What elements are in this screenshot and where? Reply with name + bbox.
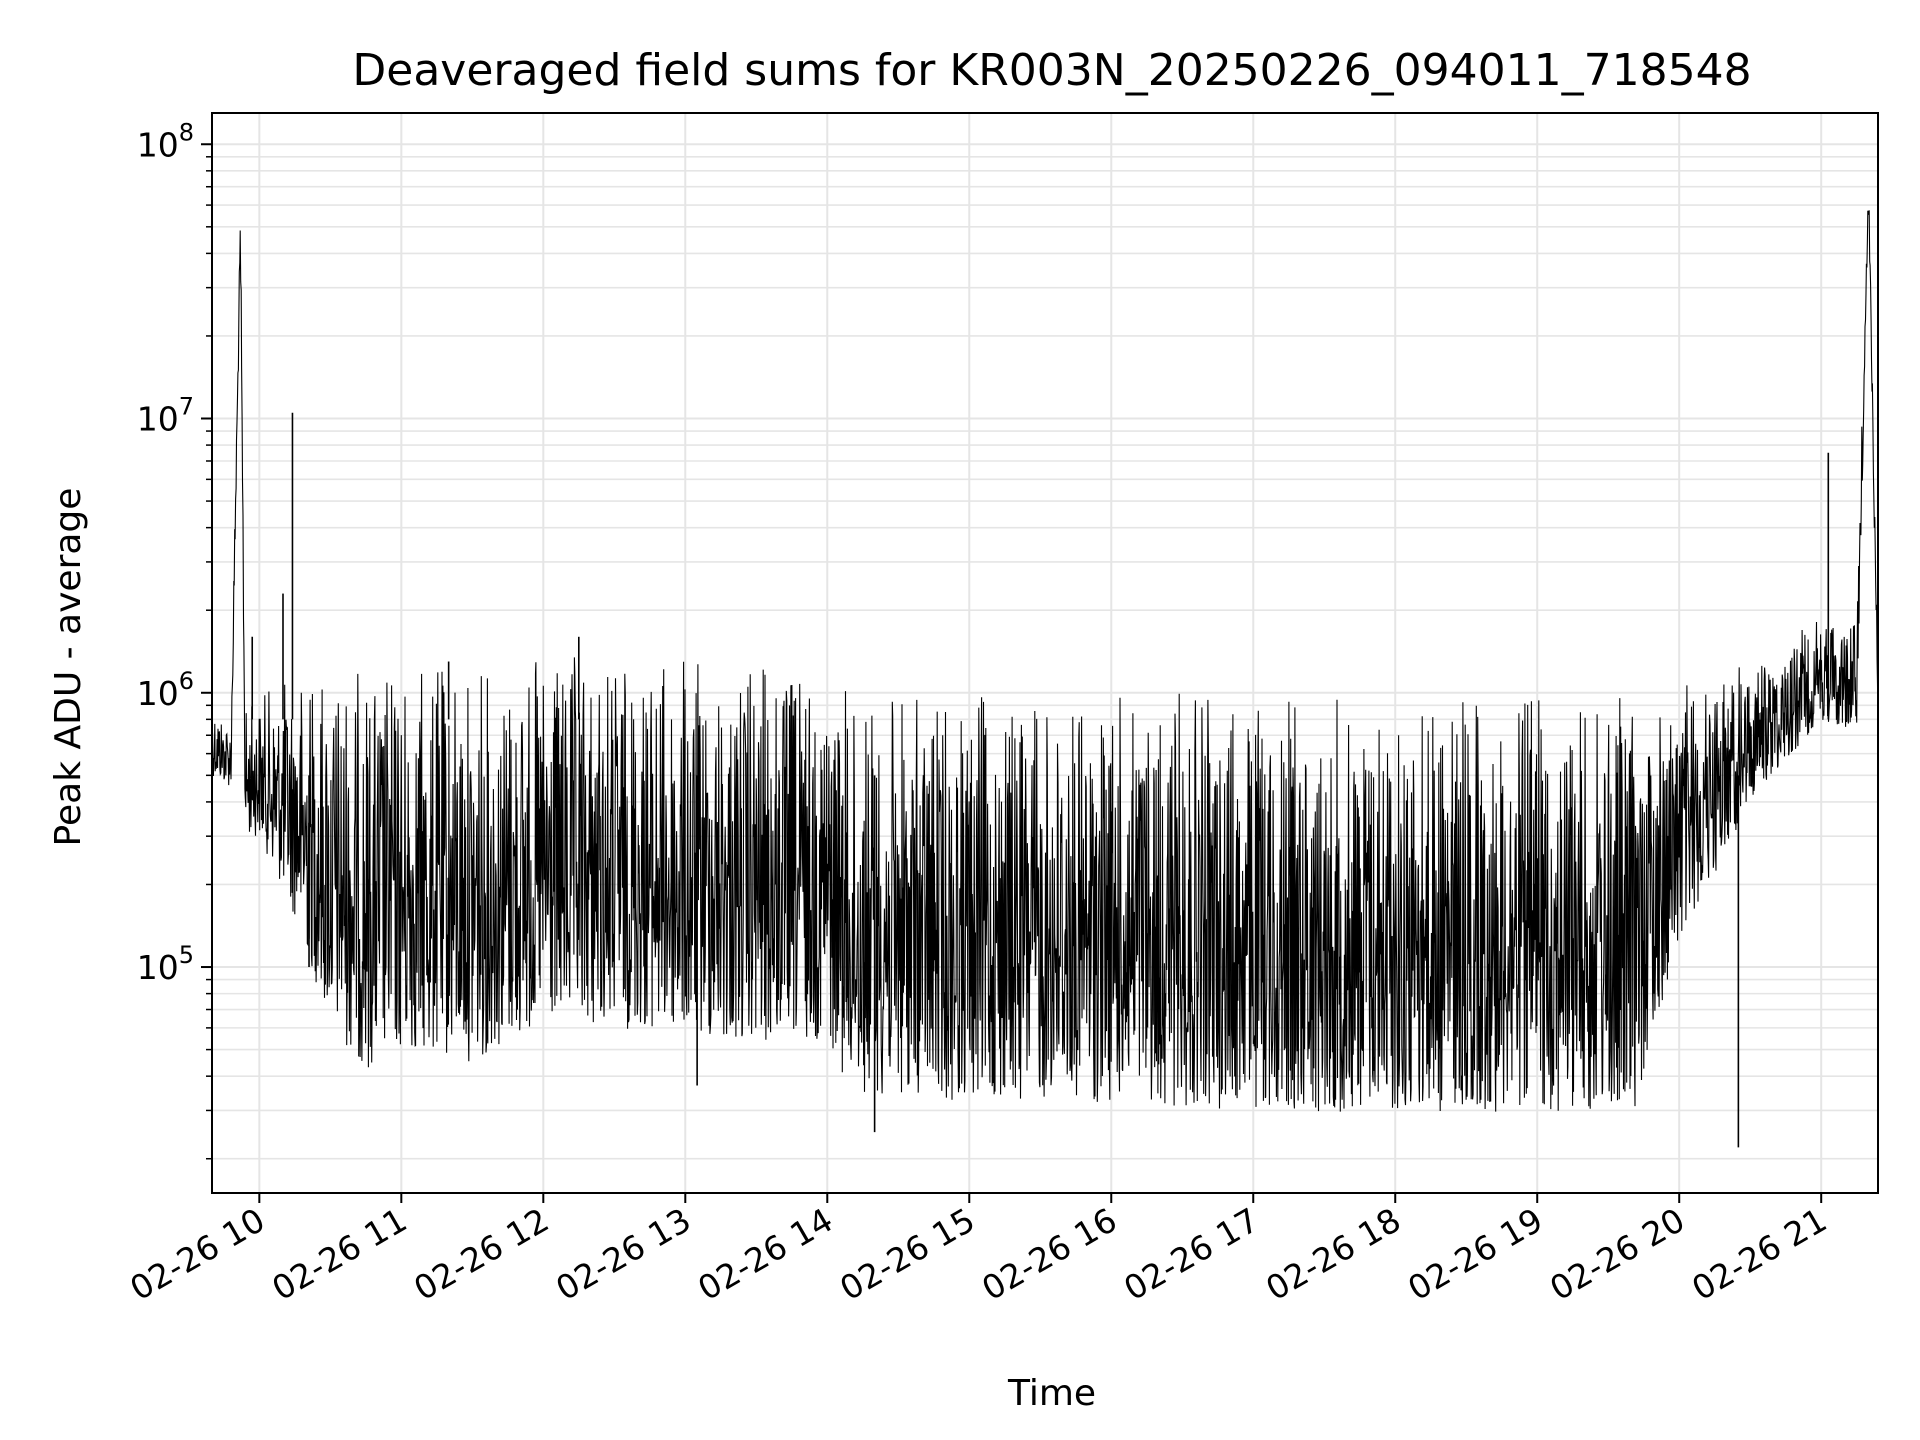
y-tick-label: 105 (137, 941, 194, 987)
data-area (211, 210, 1879, 1148)
chart-title: Deaveraged field sums for KR003N_2025022… (352, 45, 1751, 96)
series-line (211, 210, 1879, 1112)
y-axis: 105 106 107 108 (137, 118, 212, 1160)
y-tick-label: 106 (137, 667, 194, 713)
y-axis-label: Peak ADU - average (48, 488, 89, 847)
y-tick-label: 108 (137, 118, 194, 164)
y-tick-label: 107 (137, 393, 194, 439)
x-axis-label: Time (1007, 1373, 1096, 1414)
plot-frame (211, 112, 1879, 1194)
